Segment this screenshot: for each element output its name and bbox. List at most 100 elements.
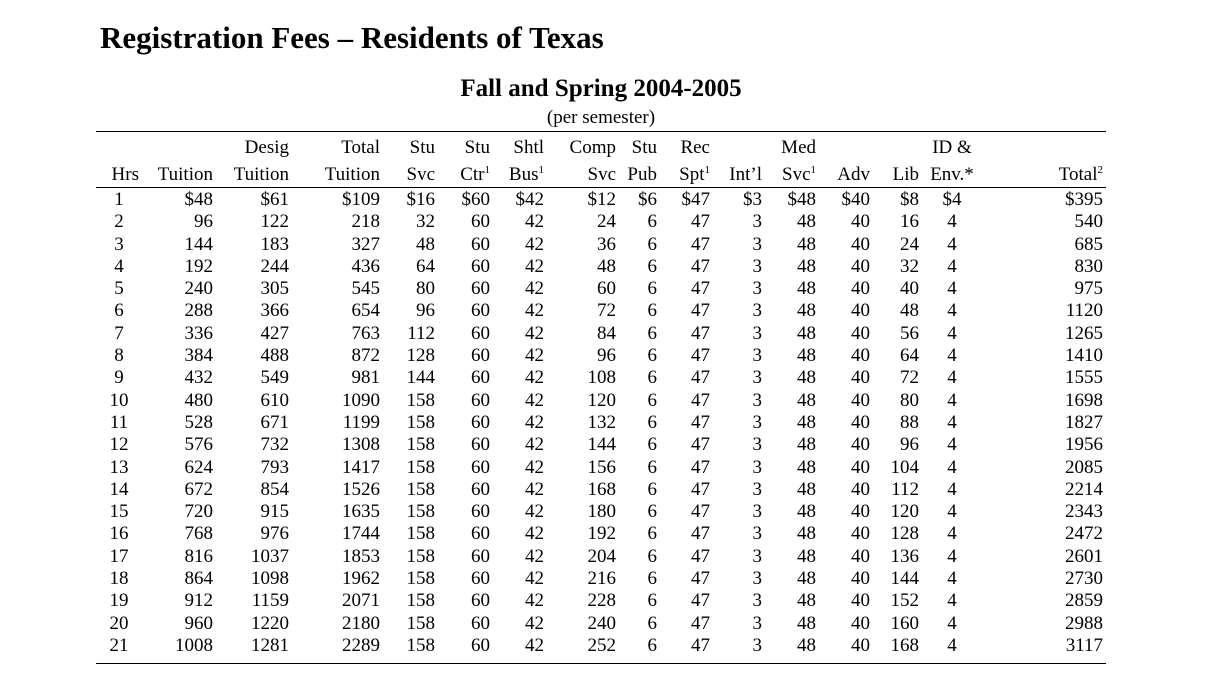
fee-cell: 48 <box>797 233 816 255</box>
fee-cell: $47 <box>681 189 711 210</box>
fee-cell: 1526 <box>342 478 380 500</box>
fee-cell: 156 <box>587 456 617 478</box>
fee-cell: 3 <box>752 612 763 634</box>
fee-cell: 60 <box>471 211 490 233</box>
fee-cell: 915 <box>260 501 290 523</box>
fee-cell: 1120 <box>1065 300 1103 322</box>
fee-cell: 72 <box>900 367 919 389</box>
fee-cell: 60 <box>471 389 490 411</box>
hours-cell: 19 <box>109 590 129 612</box>
fee-cell: 4 <box>947 612 957 634</box>
fee-cell: 40 <box>851 545 870 567</box>
fee-cell: 6 <box>647 478 658 500</box>
fee-cell: 88 <box>900 411 919 433</box>
fee-cell: $8 <box>900 189 919 210</box>
fee-cell: 763 <box>351 322 381 344</box>
column-header-label: Svc <box>587 164 617 185</box>
fee-cell: 4 <box>947 345 957 367</box>
fee-cell: 60 <box>471 612 490 634</box>
fee-cell: 60 <box>471 411 490 433</box>
fee-cell: 60 <box>471 545 490 567</box>
hours-cell: 1 <box>114 189 124 210</box>
fee-cell: 48 <box>797 300 816 322</box>
fee-cell: 48 <box>900 300 919 322</box>
fee-cell: 545 <box>351 278 381 300</box>
fee-cell: 4 <box>947 389 957 411</box>
fee-cell: 144 <box>890 568 920 590</box>
fee-cell: 549 <box>260 367 290 389</box>
fee-cell: 42 <box>525 411 544 433</box>
fee-cell: 244 <box>260 255 290 277</box>
fee-cell: 42 <box>525 501 544 523</box>
fee-cell: 6 <box>647 434 658 456</box>
fee-cell: 60 <box>471 300 490 322</box>
table-bottom-rule <box>96 663 1106 664</box>
column-header: Adv <box>819 160 873 187</box>
table-row: 21 1008 1281 2289 158 60 42 252 6 47 3 48 40 168 4 3117 <box>96 635 1106 657</box>
fee-cell: 72 <box>597 300 616 322</box>
fee-cell: 47 <box>691 590 710 612</box>
fee-cell: 1698 <box>1065 389 1103 411</box>
table-row: 10 480 610 1090 158 60 42 120 6 47 3 48 40 80 4 1698 <box>96 390 1106 412</box>
fee-cell: 854 <box>260 478 290 500</box>
column-header-label: Hrs <box>111 164 139 185</box>
fee-cell: 47 <box>691 523 710 545</box>
fee-cell: 47 <box>691 300 710 322</box>
fee-cell: 48 <box>797 411 816 433</box>
table-row: 1 $48 $61 $109 $16 $60 $42 $12 $6 $47 $3 $48 $40 $8 $4… <box>96 189 1106 211</box>
fee-cell: 872 <box>351 345 381 367</box>
fee-cell: 1008 <box>175 634 213 656</box>
fee-cell: 48 <box>597 255 616 277</box>
fee-cell: 480 <box>184 389 214 411</box>
fee-cell: 1853 <box>342 545 380 567</box>
fee-cell: 84 <box>597 322 616 344</box>
fee-cell: 610 <box>260 389 290 411</box>
table-row: 11 528 671 1199 158 60 42 132 6 47 3 48 40 88 4 1827 <box>96 412 1106 434</box>
fee-cell: 158 <box>406 456 436 478</box>
fee-cell: 3 <box>752 411 763 433</box>
fee-cell: 158 <box>406 568 436 590</box>
hours-cell: 20 <box>109 612 129 634</box>
header-top-cell: Med <box>781 137 816 158</box>
column-header: Tuition <box>142 160 216 187</box>
fee-cell: 4 <box>947 367 957 389</box>
fee-cell: 3 <box>752 456 763 478</box>
fee-cell: 24 <box>900 233 919 255</box>
fee-cell: 60 <box>471 568 490 590</box>
table-row: 7 336 427 763 112 60 42 84 6 47 3 48 40 56 4 1265 <box>96 323 1106 345</box>
hours-cell: 10 <box>109 389 129 411</box>
column-header: Total2 <box>982 160 1106 187</box>
fee-cell: $42 <box>515 189 545 210</box>
fee-cell: 2289 <box>342 634 380 656</box>
fee-cell: 3 <box>752 545 763 567</box>
column-header: Hrs <box>96 160 142 187</box>
fee-cell: $6 <box>638 189 657 210</box>
fee-cell: 40 <box>851 278 870 300</box>
fee-cell: 60 <box>471 456 490 478</box>
fee-cell: 3 <box>752 211 763 233</box>
footnote-marker: 1 <box>704 164 711 176</box>
fee-cell: 168 <box>890 634 920 656</box>
fee-cell: 48 <box>797 612 816 634</box>
fee-cell: 2214 <box>1065 478 1103 500</box>
header-top-cell: Stu <box>631 137 657 158</box>
fee-cell: 40 <box>851 211 870 233</box>
fee-cell: 47 <box>691 211 710 233</box>
fee-cell: 60 <box>471 523 490 545</box>
fee-cell: 6 <box>647 345 658 367</box>
fee-cell: 3 <box>752 300 763 322</box>
fee-cell: 6 <box>647 278 658 300</box>
header-top-cell: Comp <box>569 137 616 158</box>
fee-cell: 42 <box>525 523 544 545</box>
fee-cell: 6 <box>647 612 658 634</box>
fee-cell: 3 <box>752 367 763 389</box>
fee-cell: 6 <box>647 634 658 656</box>
footnote-marker: 1 <box>538 164 545 176</box>
fee-cell: 3 <box>752 255 763 277</box>
table-row: 2 96 122 218 32 60 42 24 6 47 3 48 40 16 4 540 <box>96 211 1106 233</box>
fee-cell: 48 <box>797 590 816 612</box>
fee-cell: 60 <box>471 478 490 500</box>
fee-cell: $40 <box>841 189 871 210</box>
fee-cell: 2085 <box>1065 456 1103 478</box>
fee-cell: 4 <box>947 523 957 545</box>
